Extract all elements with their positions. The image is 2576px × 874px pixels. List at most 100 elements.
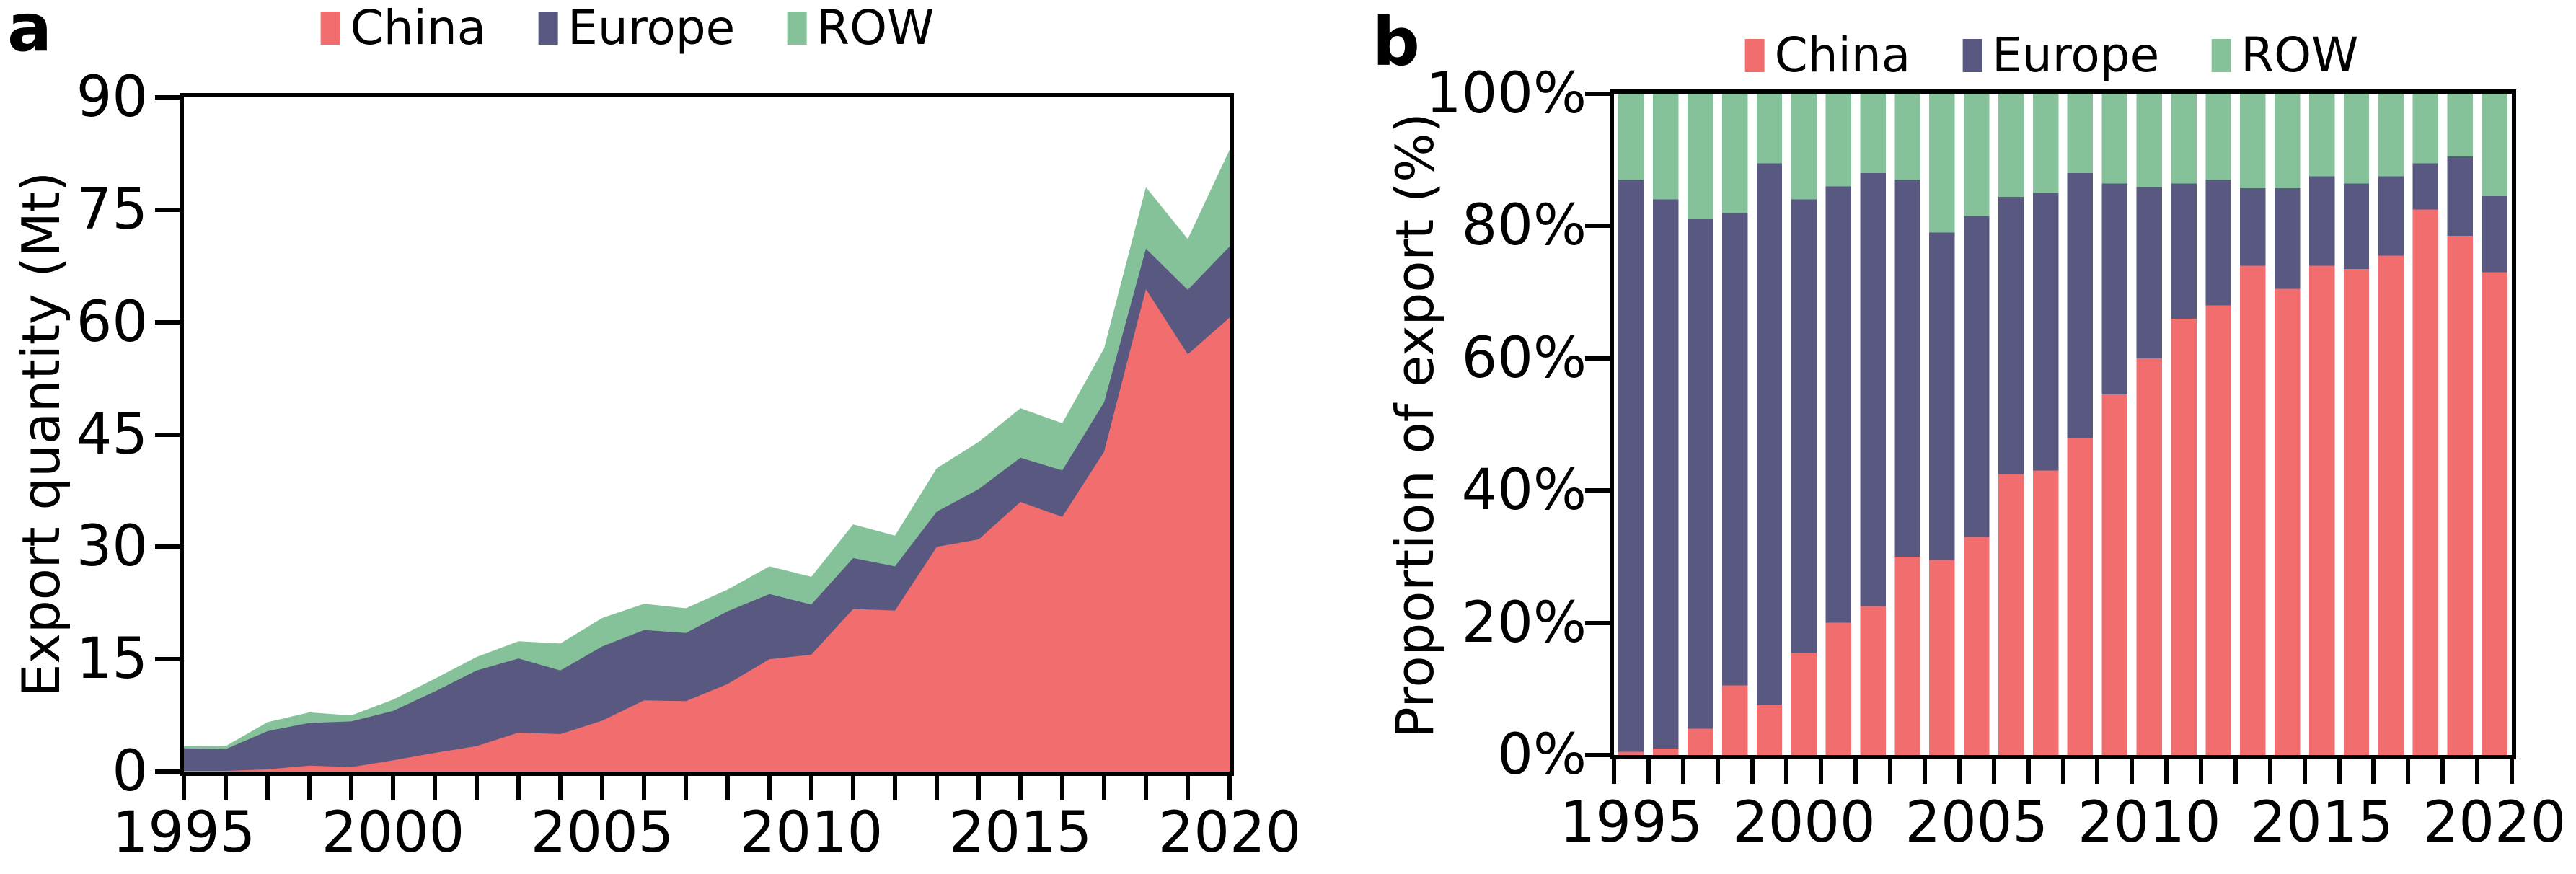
china-bar-segment-2006 (1998, 474, 2024, 755)
x-tick (809, 776, 813, 800)
china-bar-segment-2005 (1964, 537, 1990, 755)
legend-item-china: China (320, 4, 486, 52)
europe-bar-segment-1999 (1756, 163, 1783, 755)
x-tick (265, 776, 270, 800)
x-tick (1957, 759, 1962, 784)
y-tick-label: 100% (1426, 61, 1587, 126)
y-tick (1585, 620, 1610, 625)
x-tick (1227, 776, 1232, 800)
x-tick (2026, 759, 2031, 784)
x-tick (2267, 759, 2272, 784)
x-tick (1018, 776, 1023, 800)
y-tick-label: 0% (1497, 723, 1587, 787)
y-tick-label: 15 (76, 627, 148, 692)
panel-b-stacked-bar-chart (1618, 94, 2507, 755)
x-tick (1853, 759, 1858, 784)
x-tick (433, 776, 437, 800)
europe-bar-segment-1997 (1687, 219, 1713, 755)
panel-a-letter: a (7, 0, 53, 66)
y-tick-label: 45 (76, 402, 148, 467)
china-bar-segment-2000 (1791, 652, 1817, 755)
x-tick (2060, 759, 2065, 784)
china-bar-segment-2002 (1860, 606, 1886, 755)
x-tick (2440, 759, 2445, 784)
x-tick (2406, 759, 2411, 784)
china-bar-segment-2010 (2136, 358, 2162, 755)
x-tick-label: 2000 (321, 800, 465, 865)
china-bar-segment-2017 (2378, 255, 2404, 755)
x-tick (1612, 759, 1616, 784)
china-bar-segment-2013 (2240, 265, 2266, 755)
legend-item-china: China (1744, 32, 1910, 79)
y-tick (155, 207, 180, 212)
legend-item-europe: Europe (1962, 32, 2159, 79)
europe-bar-segment-1995 (1618, 180, 1644, 755)
y-tick-label: 30 (76, 514, 148, 580)
china-bar-segment-1995 (1618, 751, 1644, 755)
x-tick (684, 776, 688, 800)
x-tick (1888, 759, 1893, 784)
x-tick (516, 776, 521, 800)
china-bar-segment-2015 (2308, 265, 2335, 755)
x-tick (2337, 759, 2342, 784)
x-tick (2199, 759, 2204, 784)
europe-bar-segment-1998 (1721, 213, 1748, 755)
y-tick-label: 0 (112, 739, 148, 804)
x-tick (224, 776, 228, 800)
china-bar-segment-2016 (2343, 269, 2370, 755)
china-bar-segment-2009 (2101, 394, 2128, 755)
x-tick-label: 2010 (2077, 790, 2221, 855)
x-tick (1715, 759, 1720, 784)
x-tick-label: 1995 (112, 800, 256, 865)
y-tick (155, 544, 180, 549)
legend-swatch-europe-icon (538, 12, 558, 45)
x-tick-label: 2000 (1732, 790, 1876, 855)
x-tick-label: 2015 (2250, 790, 2394, 855)
x-tick (1784, 759, 1789, 784)
china-bar-segment-2011 (2171, 318, 2197, 755)
china-bar-segment-2012 (2205, 305, 2231, 755)
x-tick (1060, 776, 1064, 800)
y-tick (1585, 224, 1610, 229)
x-tick (2475, 759, 2480, 784)
y-tick (155, 769, 180, 774)
panel-a-stacked-area-chart (184, 149, 1230, 772)
y-tick-label: 80% (1461, 193, 1587, 259)
y-tick (1585, 753, 1610, 757)
x-tick-label: 2020 (1157, 800, 1302, 865)
china-bar-segment-2008 (2067, 437, 2094, 755)
china-bar-segment-2018 (2412, 209, 2439, 755)
x-tick (2164, 759, 2169, 784)
x-tick (1144, 776, 1148, 800)
y-tick (155, 95, 180, 100)
y-tick-label: 40% (1461, 458, 1587, 524)
x-tick-label: 2005 (1905, 790, 2049, 855)
y-tick-label: 20% (1461, 590, 1587, 656)
x-tick (893, 776, 897, 800)
x-tick-label: 2020 (2422, 790, 2567, 855)
x-tick (2302, 759, 2307, 784)
y-tick-label: 60 (76, 289, 148, 355)
china-bar-segment-2014 (2275, 288, 2301, 755)
x-tick (1991, 759, 1996, 784)
x-tick (2371, 759, 2376, 784)
legend-label-row: ROW (2241, 27, 2359, 83)
x-tick-label: 2015 (948, 800, 1093, 865)
china-bar-segment-2019 (2447, 236, 2473, 755)
y-tick-label: 60% (1461, 325, 1587, 391)
y-tick-label: 75 (76, 177, 148, 242)
legend-label-europe: Europe (568, 0, 736, 56)
legend-swatch-china-icon (320, 12, 340, 45)
x-tick (2233, 759, 2238, 784)
x-tick (976, 776, 981, 800)
x-tick-label: 1995 (1559, 790, 1703, 855)
x-tick (1680, 759, 1685, 784)
panel-a-legend: China Europe ROW (320, 0, 934, 56)
legend-swatch-europe-icon (1962, 39, 1982, 72)
x-tick-label: 2005 (530, 800, 674, 865)
china-bar-segment-1999 (1756, 705, 1783, 755)
y-tick (155, 432, 180, 437)
x-tick (935, 776, 939, 800)
legend-swatch-row-icon (787, 12, 807, 45)
y-tick (1585, 488, 1610, 493)
